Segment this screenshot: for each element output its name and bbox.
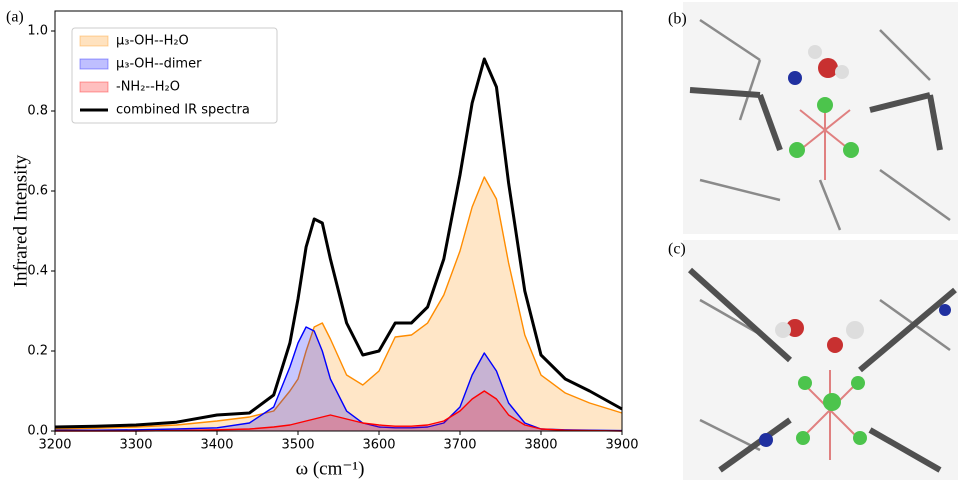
y-tick-label: 0.4 <box>27 264 48 279</box>
legend-swatch <box>79 58 109 70</box>
line <box>54 57 623 429</box>
image-background <box>683 240 958 480</box>
y-tick-label: 0.2 <box>27 344 48 359</box>
legend-swatch <box>79 35 109 47</box>
area <box>55 177 622 431</box>
legend-label: μ₃-OH--H₂O <box>116 34 189 49</box>
molecule-image-b <box>683 2 958 234</box>
panel-label: (b) <box>668 11 687 28</box>
x-tick-label: 3200 <box>38 438 71 453</box>
legend-label: -NH₂--H₂O <box>116 80 180 95</box>
y-tick-label: 0.6 <box>27 184 48 199</box>
legend-box <box>71 27 278 124</box>
x-tick-label: 3500 <box>281 438 314 453</box>
y-tick-label: 0.8 <box>27 104 48 119</box>
y-axis-label: Infrared Intensity <box>10 154 31 287</box>
area <box>55 327 622 431</box>
y-tick-label: 0.0 <box>27 424 48 439</box>
line <box>55 326 623 432</box>
x-tick-label: 3600 <box>362 438 395 453</box>
legend-label: combined IR spectra <box>116 103 250 118</box>
y-tick-label: 1.0 <box>27 24 48 39</box>
panel-label: (a) <box>6 9 24 26</box>
line <box>54 176 623 430</box>
legend-label: μ₃-OH--dimer <box>116 57 202 72</box>
panel-label: (c) <box>668 241 686 258</box>
molecule-image-c <box>683 240 958 480</box>
x-tick-label: 3900 <box>605 438 638 453</box>
plot-frame <box>54 10 623 432</box>
x-tick-label: 3700 <box>443 438 476 453</box>
x-tick-label: 3400 <box>200 438 233 453</box>
legend-swatch <box>79 81 109 93</box>
x-axis-label: ω (cm⁻¹) <box>296 458 365 479</box>
area <box>55 391 622 431</box>
x-tick-label: 3300 <box>119 438 152 453</box>
x-tick-label: 3800 <box>524 438 557 453</box>
line <box>55 390 623 432</box>
